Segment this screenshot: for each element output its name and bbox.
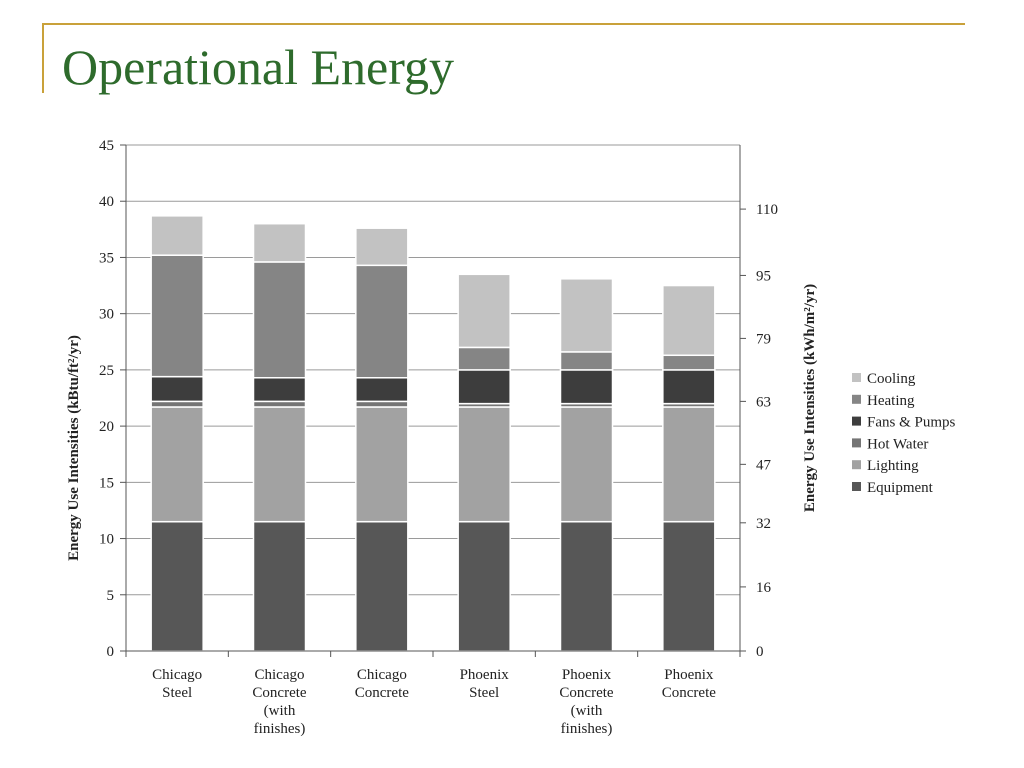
title-accent-bar xyxy=(42,23,44,93)
y2-tick-label: 63 xyxy=(756,394,771,410)
legend-swatch xyxy=(852,416,861,426)
y-tick-label: 10 xyxy=(99,532,114,548)
y2-tick-label: 47 xyxy=(756,457,772,473)
x-category-label: Chicago Concrete (with finishes) xyxy=(252,667,306,737)
x-category-label: Phoenix Concrete (with finishes) xyxy=(559,667,613,737)
x-category-label: Chicago Concrete xyxy=(355,667,409,701)
bar-segment-fans-pumps xyxy=(559,369,614,405)
bar-segment-cooling xyxy=(355,227,409,267)
bar-segment-heating xyxy=(252,261,307,379)
bar-segment-cooling xyxy=(252,222,307,263)
y2-tick-label: 110 xyxy=(756,202,778,218)
bar-segment-fans-pumps xyxy=(457,369,511,405)
y2-tick-label: 79 xyxy=(756,331,771,347)
y-tick-label: 5 xyxy=(107,588,115,604)
y-tick-label: 0 xyxy=(107,644,115,660)
bar-segment-heating xyxy=(662,354,716,371)
legend-swatch xyxy=(852,373,861,382)
bar-segment-hot-water xyxy=(355,400,409,408)
bar-segment-lighting xyxy=(662,406,716,523)
bar-segment-lighting xyxy=(252,406,307,523)
y2-tick-label: 32 xyxy=(756,516,771,532)
bar-segment-lighting xyxy=(457,406,511,523)
legend-swatch xyxy=(852,482,861,491)
y-tick-label: 40 xyxy=(99,194,114,210)
bar-segment-hot-water xyxy=(252,400,307,408)
y-tick-label: 15 xyxy=(99,475,114,491)
y2-tick-label: 16 xyxy=(756,580,772,596)
bar-segment-fans-pumps xyxy=(150,375,204,403)
x-category-label: Phoenix Concrete xyxy=(662,667,716,701)
bar-segment-cooling xyxy=(150,215,204,256)
legend-label: Lighting xyxy=(867,458,919,474)
bar-segment-lighting xyxy=(559,406,614,523)
bar-segment-equipment xyxy=(559,520,614,652)
legend-swatch xyxy=(852,460,861,470)
bar-segment-heating xyxy=(355,264,409,379)
bar-segment-heating xyxy=(150,254,204,378)
x-category-label: Chicago Steel xyxy=(152,667,202,701)
bar-segment-equipment xyxy=(662,520,716,652)
axes xyxy=(120,144,746,657)
y-tick-label: 30 xyxy=(99,307,114,323)
legend-swatch xyxy=(852,438,861,448)
bar-segment-cooling xyxy=(662,284,716,357)
y-tick-label: 25 xyxy=(99,363,114,379)
bar-segment-equipment xyxy=(355,520,409,652)
legend-label: Equipment xyxy=(867,480,934,496)
legend-label: Hot Water xyxy=(867,436,928,452)
grid-lines xyxy=(126,144,740,596)
bar-segment-equipment xyxy=(252,520,307,652)
y-tick-label: 35 xyxy=(99,250,114,266)
x-category-label: Phoenix Steel xyxy=(460,667,510,701)
bar-segment-cooling xyxy=(559,278,614,353)
title-accent-line xyxy=(42,23,965,25)
legend-swatch xyxy=(852,394,861,404)
legend-label: Cooling xyxy=(867,371,916,387)
y-tick-label: 20 xyxy=(99,419,114,435)
legend-label: Fans & Pumps xyxy=(867,415,956,431)
bar-segment-lighting xyxy=(355,406,409,523)
legend: Cooling Heating Fans & Pumps Hot Water Light… xyxy=(852,371,956,496)
y2-axis-title: Energy Use Intensities (kWh/m²/yr) xyxy=(802,284,818,512)
y2-tick-label: 0 xyxy=(756,644,764,660)
slide-title: Operational Energy xyxy=(62,39,454,95)
legend-label: Heating xyxy=(867,393,915,409)
bar-segment-lighting xyxy=(150,406,204,523)
bar-segment-equipment xyxy=(150,520,204,652)
y2-tick-label: 95 xyxy=(756,268,771,284)
axis-labels: 0 5 10 15 20 25 30 35 40 45 0 16 32 47 63 79 95 110 Chicag… xyxy=(66,138,818,737)
bar-segment-heating xyxy=(457,346,511,371)
y-axis-title: Energy Use Intensities (kBtu/ft²/yr) xyxy=(66,335,82,561)
bar-segment-fans-pumps xyxy=(662,369,716,405)
bar-segment-heating xyxy=(559,351,614,371)
bars xyxy=(150,215,716,652)
bar-segment-cooling xyxy=(457,273,511,349)
bar-segment-equipment xyxy=(457,520,511,652)
bar-segment-hot-water xyxy=(150,400,204,408)
y-tick-label: 45 xyxy=(99,138,114,154)
bar-segment-fans-pumps xyxy=(252,377,307,403)
bar-segment-fans-pumps xyxy=(355,377,409,403)
